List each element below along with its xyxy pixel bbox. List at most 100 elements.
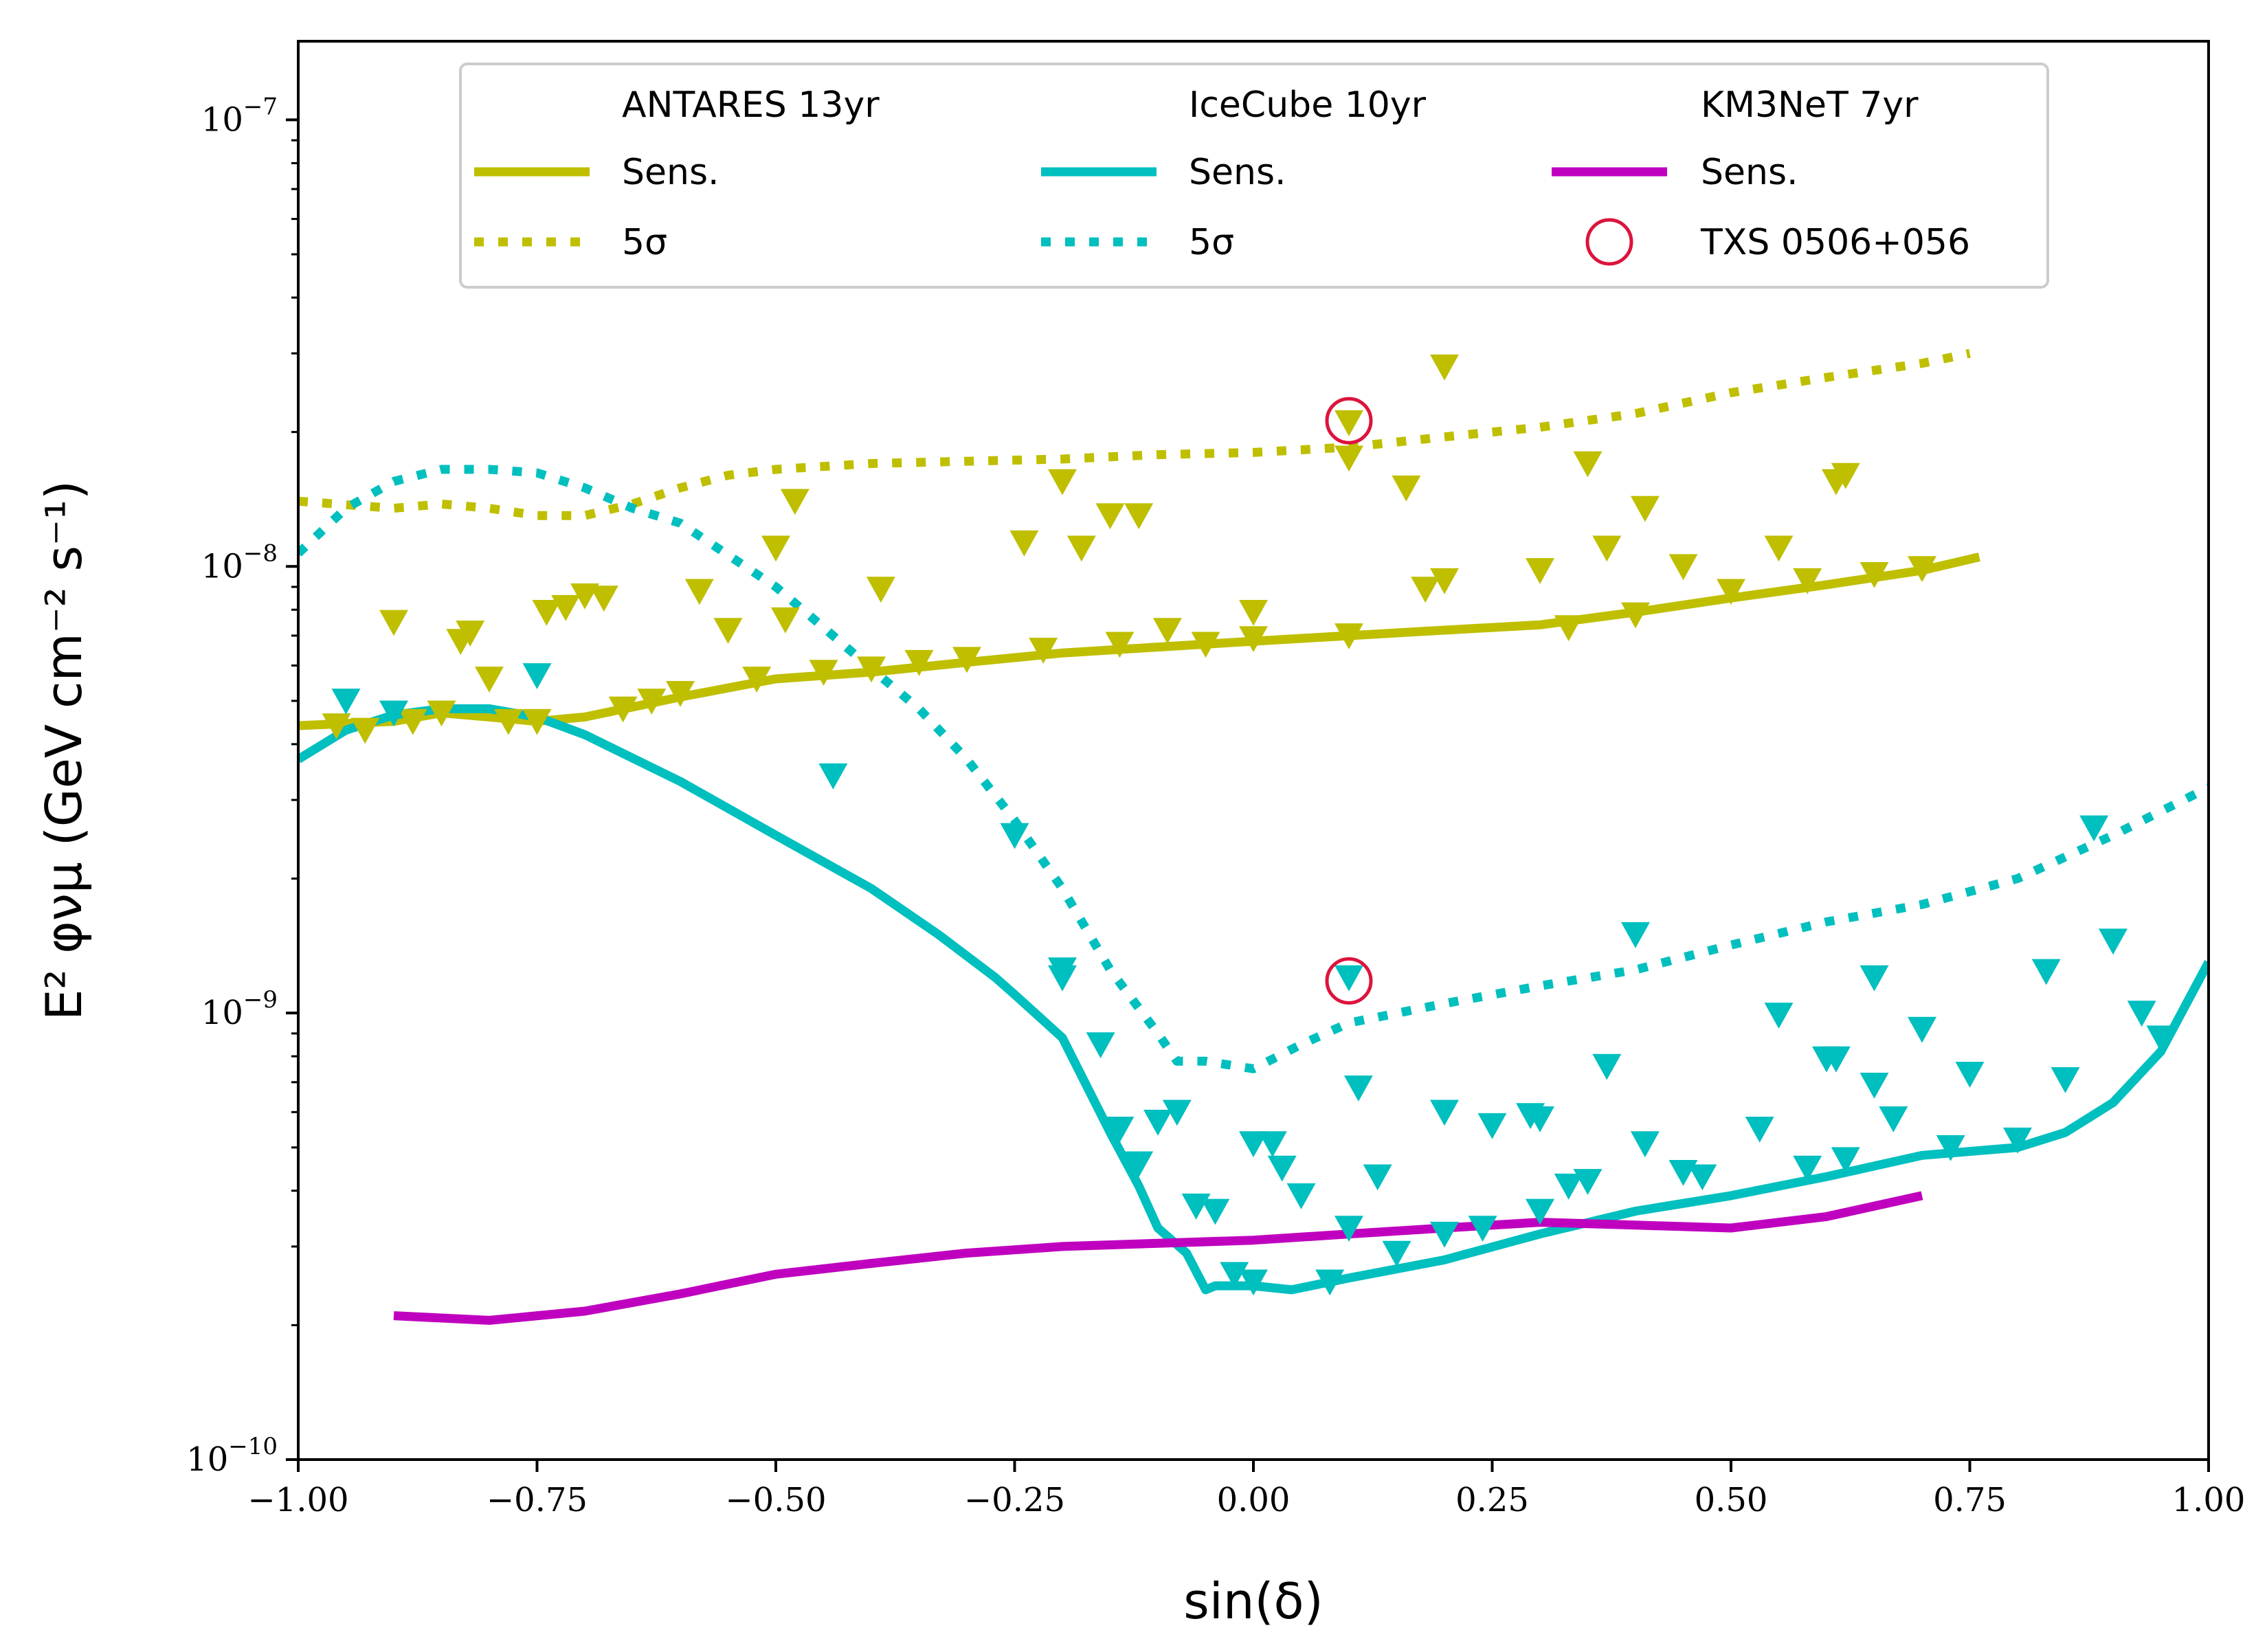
legend-box (459, 63, 2049, 289)
antares-upper-limit-marker (1592, 535, 1622, 562)
icecube-upper-limit-marker (1086, 1032, 1115, 1058)
icecube-upper-limit-marker (1343, 1075, 1373, 1102)
antares-upper-limit-marker (1717, 579, 1745, 605)
icecube-upper-limit-marker (1267, 1155, 1297, 1182)
icecube-upper-limit-marker (1000, 823, 1029, 849)
antares-upper-limit-marker (589, 585, 618, 612)
icecube-upper-limit-marker (1621, 922, 1650, 948)
antares-upper-limit-marker (866, 577, 895, 603)
antares-upper-limit-marker (1095, 503, 1125, 530)
icecube-upper-limit-marker (2003, 1127, 2032, 1154)
antares-upper-limit-marker (456, 621, 485, 647)
legend-header-antares: ANTARES 13yr (622, 85, 880, 126)
icecube-upper-limit-marker (818, 763, 848, 790)
antares-upper-limit-marker (1009, 530, 1039, 557)
legend-txs-label: TXS 0506+056 (1700, 222, 1970, 263)
icecube-upper-limit-marker (1382, 1240, 1411, 1267)
plot-area (298, 348, 2209, 1325)
x-axis-label: sin(δ) (1183, 1572, 1323, 1630)
antares-upper-limit-marker (637, 689, 667, 715)
icecube-upper-limit-marker (1286, 1183, 1316, 1209)
x-tick-label: −0.75 (487, 1481, 588, 1519)
icecube-upper-limit-marker (1105, 1117, 1135, 1143)
icecube-upper-limit-marker (2051, 1067, 2080, 1093)
legend-header-km3net: KM3NeT 7yr (1701, 85, 1919, 126)
icecube-upper-limit-marker (1526, 1106, 1554, 1132)
antares-upper-limit-marker (1860, 562, 1889, 588)
antares-upper-limit-marker (1526, 558, 1554, 584)
icecube-upper-limit-marker (2099, 928, 2128, 955)
icecube-upper-limit-marker (1162, 1100, 1192, 1126)
antares-upper-limit-marker (1831, 462, 1860, 489)
icecube-upper-limit-marker (1831, 1147, 1860, 1174)
antares-upper-limit-marker (1392, 476, 1421, 502)
series-line-km3net-7yr-sens- (393, 1191, 1923, 1325)
antares-upper-limit-marker (1411, 577, 1440, 603)
antares-upper-limit-marker (322, 713, 351, 739)
antares-upper-limit-marker (1067, 535, 1096, 562)
antares-upper-limit-marker (493, 708, 523, 735)
txs-0506-056-marker (1325, 957, 1373, 1005)
y-axis-label: E² φνμ (GeV cm⁻² s⁻¹) (35, 480, 93, 1020)
icecube-upper-limit-marker (2127, 1001, 2156, 1027)
antares-upper-limit-marker (1048, 469, 1077, 495)
icecube-upper-limit-marker (1334, 1216, 1363, 1242)
icecube-upper-limit-marker (1879, 1106, 1908, 1132)
antares-upper-limit-marker (1630, 495, 1660, 522)
icecube-upper-limit-marker (1860, 965, 1889, 992)
icecube-upper-limit-marker (1143, 1109, 1172, 1136)
antares-upper-limit-marker (1554, 615, 1583, 642)
antares-upper-limit-marker (551, 594, 581, 621)
x-tick-label: 0.50 (1695, 1481, 1768, 1519)
icecube-upper-limit-marker (1764, 1003, 1794, 1029)
antares-upper-limit-marker (1430, 568, 1459, 594)
legend-icecube-sens-label: Sens. (1189, 152, 1286, 193)
icecube-upper-limit-marker (1239, 1131, 1268, 1158)
icecube-upper-limit-marker (1477, 1113, 1507, 1139)
antares-upper-limit-marker (780, 489, 809, 515)
antares-upper-limit-marker (742, 667, 772, 693)
icecube-upper-limit-marker (2079, 815, 2109, 842)
icecube-upper-limit-marker (1936, 1135, 1965, 1161)
legend-antares-5sigma-label: 5σ (622, 222, 667, 263)
antares-upper-limit-marker (1239, 600, 1268, 626)
legend-header-icecube: IceCube 10yr (1189, 85, 1427, 126)
antares-upper-limit-marker (1793, 568, 1822, 594)
legend-txs-marker-icon (1585, 218, 1633, 266)
series-line-antares-13yr-5- (298, 348, 1971, 520)
antares-upper-limit-marker (1105, 632, 1135, 658)
antares-upper-limit-marker (761, 535, 790, 562)
icecube-upper-limit-marker (1860, 1073, 1889, 1099)
antares-upper-limit-marker (1621, 602, 1650, 629)
x-tick-label: −0.25 (964, 1481, 1065, 1519)
icecube-upper-limit-marker (1955, 1062, 1985, 1088)
icecube-upper-limit-marker (2031, 959, 2061, 985)
icecube-upper-limit-marker (1821, 1046, 1851, 1073)
icecube-upper-limit-marker (1554, 1173, 1583, 1200)
antares-upper-limit-marker (398, 708, 427, 735)
antares-upper-limit-marker (1124, 503, 1154, 530)
axis-ticks: −1.00 −0.75 −0.50 −0.25 0.00 0.25 0.50 0.75 1.00… (186, 93, 2245, 1519)
icecube-upper-limit-marker (1048, 965, 1077, 992)
icecube-upper-limit-marker (1468, 1216, 1497, 1242)
icecube-upper-limit-marker (1334, 965, 1363, 992)
antares-upper-limit-marker (1334, 623, 1363, 649)
x-tick-label: 0.00 (1217, 1481, 1291, 1519)
x-tick-label: 0.75 (1933, 1481, 2007, 1519)
antares-upper-limit-marker (1908, 556, 1936, 583)
x-tick-label: −0.50 (725, 1481, 826, 1519)
txs-0506-056-marker (1325, 397, 1373, 445)
antares-upper-limit-marker (379, 610, 408, 636)
icecube-upper-limit-marker (1526, 1198, 1554, 1225)
series-line-icecube-10yr-5- (298, 465, 2209, 1073)
y-tick-label: 10−10 (186, 1433, 278, 1479)
antares-upper-limit-marker (1029, 638, 1058, 664)
antares-upper-limit-marker (532, 600, 561, 626)
antares-upper-limit-marker (1764, 535, 1794, 562)
y-axis-label-text: E² φνμ (GeV cm⁻² s⁻¹) (35, 480, 93, 1020)
x-tick-label: 1.00 (2172, 1481, 2246, 1519)
antares-upper-limit-marker (1334, 445, 1363, 472)
antares-upper-limit-marker (1239, 626, 1268, 652)
legend-antares-sens-label: Sens. (622, 152, 719, 193)
